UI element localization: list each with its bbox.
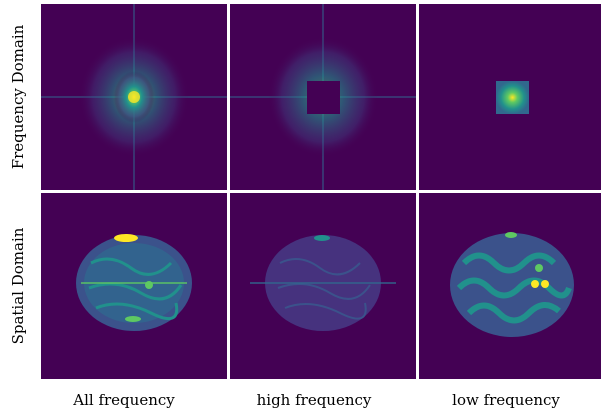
- spatial-high-image: [230, 193, 416, 379]
- spatial-low-image: [419, 193, 601, 379]
- panel-freq-high: [230, 4, 416, 190]
- panel-freq-low: [419, 4, 601, 190]
- panel-spatial-all: [41, 193, 227, 379]
- col-label-low-frequency: low frequency: [452, 391, 560, 409]
- freq-all-image: [41, 4, 227, 190]
- spatial-all-image: [41, 193, 227, 379]
- panel-spatial-low: [419, 193, 601, 379]
- freq-low-image: [419, 4, 601, 190]
- row-label-frequency-domain: Frequency Domain: [9, 24, 27, 170]
- freq-high-image: [230, 4, 416, 190]
- col-label-all-frequency: All frequency: [73, 391, 175, 409]
- panel-spatial-high: [230, 193, 416, 379]
- col-label-high-frequency: high frequency: [256, 391, 372, 409]
- row-label-spatial-domain: Spatial Domain: [9, 227, 27, 345]
- panel-freq-all: [41, 4, 227, 190]
